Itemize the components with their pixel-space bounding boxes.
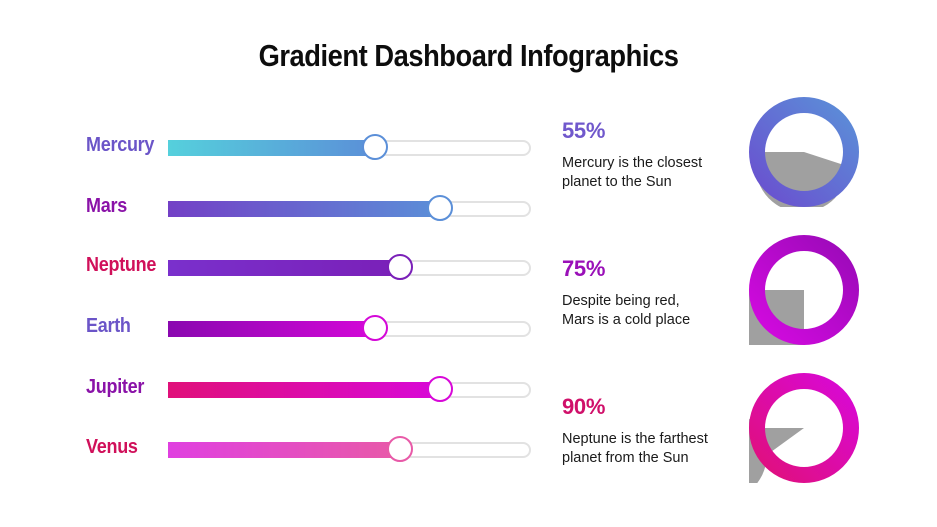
slider-label: Neptune <box>86 254 157 276</box>
donut-chart-mars <box>712 235 859 382</box>
slider-handle[interactable] <box>387 254 413 280</box>
donut-chart-neptune <box>674 373 859 502</box>
stat-percentage: 90% <box>562 394 606 419</box>
slider-row-mars: Mars <box>0 189 560 229</box>
slider-fill <box>168 140 375 156</box>
page-title: Gradient Dashboard Infographics <box>258 38 679 73</box>
stat-mars: 75% Despite being red, Mars is a cold plac… <box>562 256 690 330</box>
slider-handle[interactable] <box>427 376 453 402</box>
slider-label: Mars <box>86 195 127 217</box>
stat-description: Despite being red, Mars is a cold place <box>562 293 691 328</box>
slider-fill <box>168 260 400 276</box>
stat-description: Neptune is the farthest planet from the S… <box>562 431 708 466</box>
slider-handle[interactable] <box>362 315 388 341</box>
slider-fill <box>168 382 440 398</box>
slider-row-earth: Earth <box>0 309 560 349</box>
donut-chart-mercury <box>749 97 859 213</box>
stat-percentage: 75% <box>562 256 606 281</box>
slider-label: Jupiter <box>86 376 145 398</box>
slider-handle[interactable] <box>362 134 388 160</box>
slider-fill <box>168 442 400 458</box>
slider-row-venus: Venus <box>0 430 560 470</box>
slider-label: Venus <box>86 436 138 458</box>
stat-percentage: 55% <box>562 118 606 143</box>
slider-handle[interactable] <box>427 195 453 221</box>
slider-label: Mercury <box>86 134 155 156</box>
slider-fill <box>168 321 375 337</box>
slider-fill <box>168 201 440 217</box>
stat-description: Mercury is the closest planet to the Sun <box>562 155 703 190</box>
stat-mercury: 55% Mercury is the closest planet to the S… <box>562 118 702 192</box>
slider-row-mercury: Mercury <box>0 128 560 168</box>
slider-row-jupiter: Jupiter <box>0 370 560 410</box>
slider-row-neptune: Neptune <box>0 248 560 288</box>
stat-neptune: 90% Neptune is the farthest planet from th… <box>562 394 708 468</box>
slider-handle[interactable] <box>387 436 413 462</box>
slider-label: Earth <box>86 315 131 337</box>
